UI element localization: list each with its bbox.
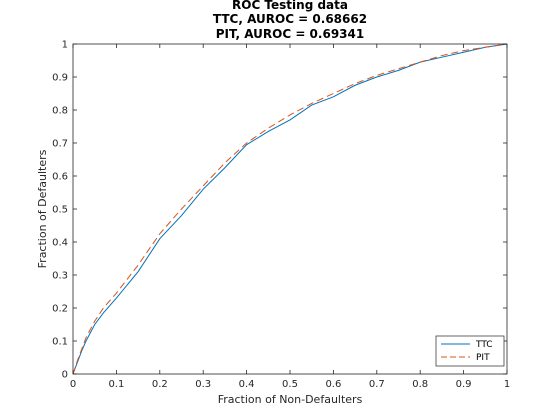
y-tick-label: 0.3 bbox=[52, 271, 68, 282]
x-tick-label: 0.2 bbox=[152, 379, 168, 390]
y-tick-label: 0.4 bbox=[52, 238, 68, 249]
chart-title: ROC Testing data bbox=[232, 0, 348, 12]
legend: TTC PIT bbox=[435, 335, 505, 367]
legend-pit-label: PIT bbox=[476, 353, 490, 363]
chart-subtitle-ttc: TTC, AUROC = 0.68662 bbox=[213, 12, 367, 26]
y-tick-label: 0 bbox=[62, 370, 68, 381]
y-tick-label: 0.9 bbox=[52, 73, 68, 84]
x-tick-label: 0.4 bbox=[239, 379, 255, 390]
legend-box bbox=[435, 335, 505, 367]
legend-ttc-label: TTC bbox=[475, 340, 493, 350]
x-tick-label: 0.6 bbox=[325, 379, 341, 390]
y-tick-label: 0.6 bbox=[52, 172, 68, 183]
y-tick-label: 0.5 bbox=[52, 205, 68, 216]
x-axis-label: Fraction of Non-Defaulters bbox=[218, 393, 363, 406]
y-axis-label: Fraction of Defaulters bbox=[36, 149, 49, 268]
x-tick-label: 0.1 bbox=[108, 379, 124, 390]
chart-subtitle-pit: PIT, AUROC = 0.69341 bbox=[216, 27, 364, 41]
series-layer bbox=[72, 43, 508, 375]
plot-area bbox=[73, 44, 507, 374]
x-tick-label: 1 bbox=[504, 379, 510, 390]
series-line-pit bbox=[72, 43, 508, 375]
y-tick-label: 0.7 bbox=[52, 139, 68, 150]
x-tick-label: 0 bbox=[70, 379, 76, 390]
x-tick-label: 0.5 bbox=[282, 379, 298, 390]
ticks-layer: 0 0.1 0.2 0.3 0.4 0.5 0.6 0.7 0.8 0.9 1 0 0.1 0.2 0.3 0… bbox=[52, 40, 510, 391]
y-tick-label: 0.8 bbox=[52, 106, 68, 117]
y-tick-label: 0.2 bbox=[52, 304, 68, 315]
x-tick-label: 0.8 bbox=[412, 379, 428, 390]
x-tick-label: 0.7 bbox=[369, 379, 385, 390]
y-tick-label: 1 bbox=[62, 40, 68, 51]
y-tick-label: 0.1 bbox=[52, 337, 68, 348]
x-tick-label: 0.3 bbox=[195, 379, 211, 390]
x-tick-label: 0.9 bbox=[456, 379, 472, 390]
